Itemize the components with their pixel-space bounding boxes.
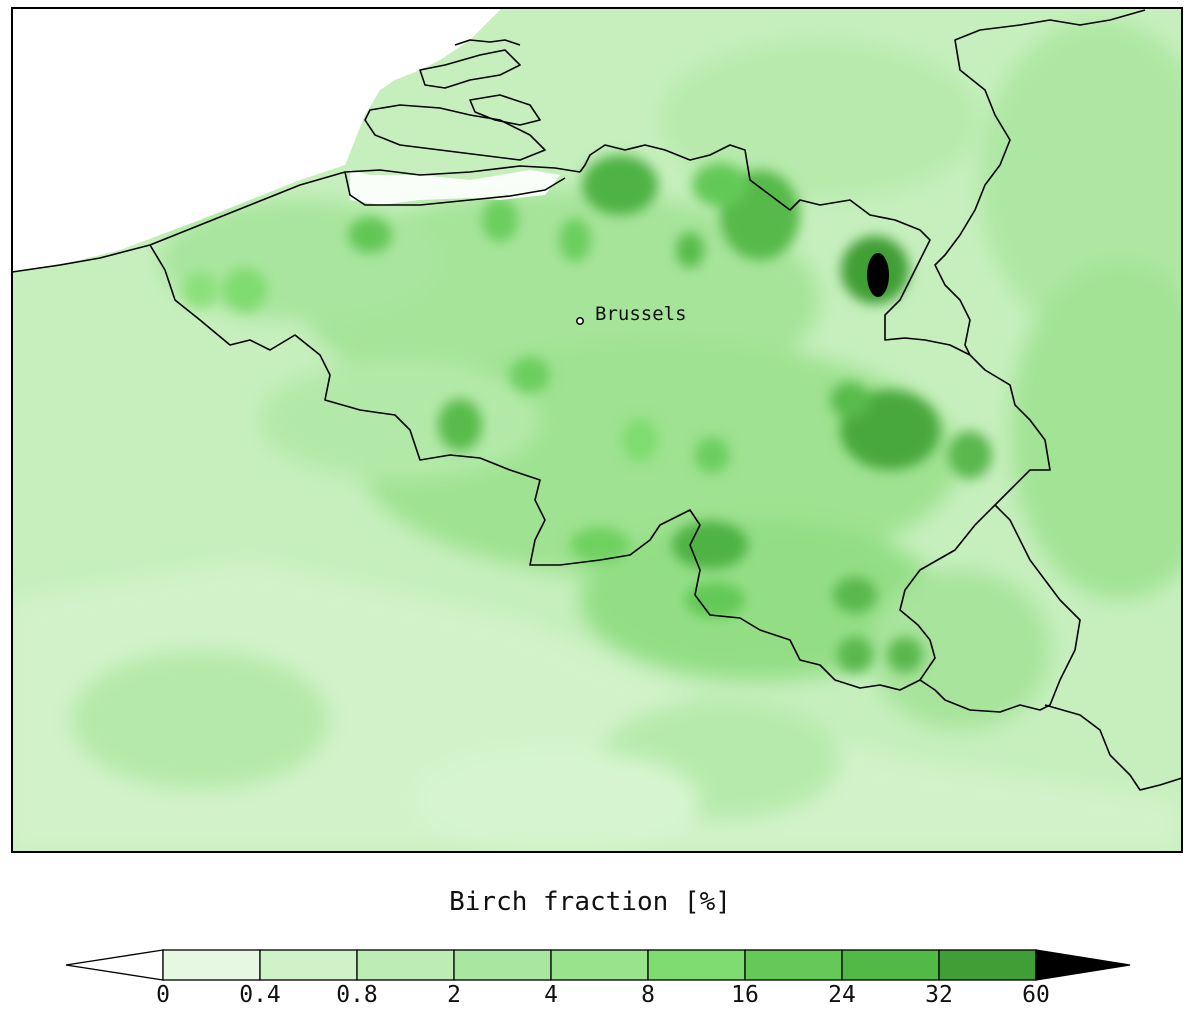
zeeland-islands [419, 49, 521, 89]
map-frame-border [11, 7, 1183, 853]
brussels-label: Brussels [595, 303, 687, 325]
colorbar-bin [841, 949, 940, 981]
coastline [12, 165, 581, 273]
belgium-border [149, 144, 1051, 691]
zeeland-river [454, 39, 521, 46]
brussels-marker [576, 317, 584, 325]
colorbar-under-arrow [65, 949, 164, 981]
colorbar-tick-label: 8 [641, 982, 655, 1008]
colorbar-tick-label: 32 [925, 982, 953, 1008]
colorbar-bin [356, 949, 455, 981]
luxembourg-border [919, 504, 1081, 713]
colorbar-tick-label: 60 [1022, 982, 1050, 1008]
colorbar-tick-label: 2 [447, 982, 461, 1008]
colorbar-tick-label: 0.4 [239, 982, 281, 1008]
colorbar: 0 0.4 0.8 2 4 8 16 24 32 60 [65, 949, 1131, 1008]
colorbar-bin [938, 949, 1037, 981]
scheldt-outline [344, 171, 566, 206]
colorbar-tick-label: 0 [156, 982, 170, 1008]
colorbar-bin [550, 949, 649, 981]
colorbar-tick-label: 16 [731, 982, 759, 1008]
north-sea [12, 8, 500, 272]
colorbar-tick-label: 24 [828, 982, 856, 1008]
colorbar-bin [744, 949, 843, 981]
colorbar-bin [162, 949, 261, 981]
zeeland-islands-3 [469, 94, 541, 126]
birch-hotspots [182, 155, 992, 673]
colorbar-bin [453, 949, 552, 981]
colorbar-over-arrow [1035, 949, 1131, 981]
zeeland-islands-2 [364, 104, 546, 161]
country-borders [12, 9, 1182, 791]
colorbar-tick-label: 4 [544, 982, 558, 1008]
netherlands-germany-border [934, 9, 1146, 356]
france-germany-border [1044, 704, 1182, 791]
colorbar-title: Birch fraction [%] [449, 887, 731, 917]
max-value-spot [867, 253, 889, 297]
map-panel: Brussels [12, 8, 1182, 852]
colorbar-tick-label: 0.8 [336, 982, 378, 1008]
colorbar-bin [259, 949, 358, 981]
colorbar-bin [647, 949, 746, 981]
